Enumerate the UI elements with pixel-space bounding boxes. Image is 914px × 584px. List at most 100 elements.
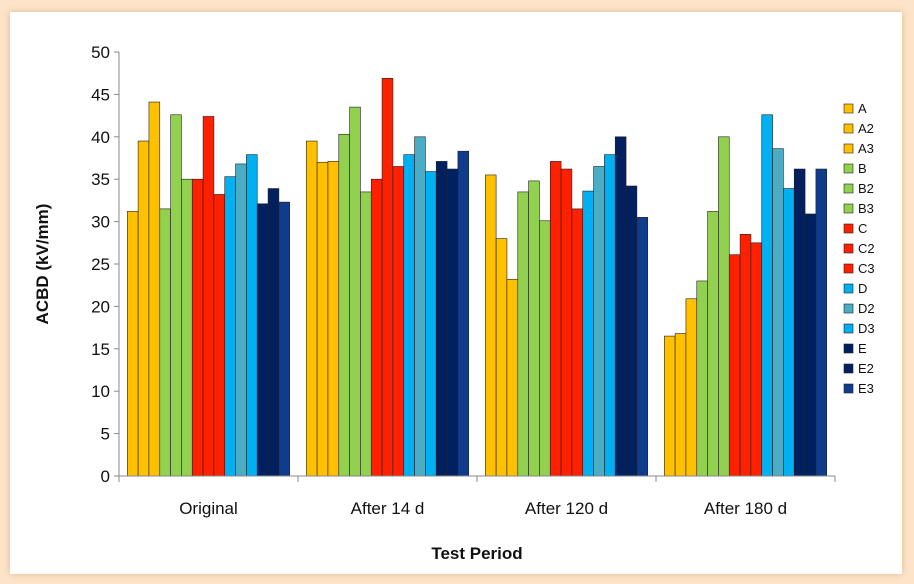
bar-B2-3 [528,180,540,477]
legend: A A2 A3 B B2 B3 C C2 C3 D D2 D3 E E2 E3 [843,101,875,396]
bar-E2-4 [804,213,817,477]
bar-C2-3 [560,168,573,477]
bar-B2-1 [170,114,182,477]
bar-B-3 [517,191,529,477]
bar-B3-4 [718,136,730,477]
bar-D-4 [761,114,773,477]
legend-swatch [843,183,854,194]
y-tick-label: 0 [101,467,110,486]
bar-D-1 [224,176,236,477]
bar-E3-2 [457,150,470,477]
y-tick-label: 25 [91,255,110,274]
legend-swatch [843,103,854,114]
legend-label: E [858,341,867,356]
legend-label: C [858,221,867,236]
y-axis-title: ACBD (kV/mm) [33,204,52,325]
bar-A2-2 [316,161,329,477]
bar-E2-1 [267,188,280,477]
bar-B-1 [159,208,171,477]
legend-swatch [843,143,854,154]
legend-label: D3 [858,321,875,336]
legend-label: B [858,161,867,176]
chart-canvas: 0 5 10 15 20 25 30 35 40 45 50 Original After 14 d A… [33,43,875,563]
bar-A3-4 [685,298,698,477]
chart-frame: 0 5 10 15 20 25 30 35 40 45 50 Original After 14 d A… [10,12,902,574]
x-tick-label: After 180 d [704,499,787,518]
bar-C3-3 [571,208,584,477]
bar-A-4 [663,335,676,477]
bar-D3-4 [783,188,795,477]
bar-E3-3 [636,217,649,477]
bar-D3-3 [604,154,616,477]
x-axis-title: Test Period [431,544,522,563]
y-tick-label: 20 [91,297,110,316]
bar-D-2 [403,154,415,477]
bar-C-1 [191,178,204,477]
y-tick-label: 15 [91,340,110,359]
bar-B3-3 [539,220,551,477]
legend-swatch [843,303,854,314]
legend-label: E3 [858,381,874,396]
legend-swatch [843,383,854,394]
bar-D2-1 [235,163,247,477]
legend-swatch [843,123,854,134]
bar-B2-2 [349,106,361,477]
legend-label: B2 [858,181,874,196]
bar-D3-2 [425,171,437,477]
legend-label: D [858,281,867,296]
legend-swatch [843,223,854,234]
bar-C3-2 [392,166,405,477]
bar-C2-1 [202,116,215,477]
legend-swatch [843,263,854,274]
bar-C3-1 [213,194,226,477]
y-tick-label: 40 [91,128,110,147]
bar-D-3 [582,190,594,477]
bar-C-2 [370,178,383,477]
bar-A2-3 [495,238,508,477]
bar-D2-2 [414,136,426,477]
y-tick-label: 50 [91,43,110,62]
bar-D2-3 [593,166,605,477]
bar-E2-3 [625,185,638,477]
bar-C2-2 [381,77,394,477]
bar-C-3 [549,161,562,477]
legend-swatch [843,343,854,354]
legend-label: A3 [858,141,874,156]
legend-swatch [843,163,854,174]
y-axis-ticks: 0 5 10 15 20 25 30 35 40 45 50 [91,43,119,486]
bar-A2-4 [674,333,687,477]
bar-A-3 [484,174,497,477]
bar-B-2 [338,133,350,477]
bar-E-4 [793,168,806,477]
bar-A3-1 [148,101,161,477]
bar-E3-1 [278,201,291,477]
legend-label: D2 [858,301,875,316]
legend-label: B3 [858,201,874,216]
x-axis-ticks: Original After 14 d After 120 d After 180 d [118,476,836,518]
bar-A2-1 [137,140,150,477]
legend-label: A [858,101,867,116]
bar-A3-3 [506,278,519,477]
bar-A-2 [305,140,318,477]
legend-label: C2 [858,241,875,256]
x-tick-label: Original [179,499,238,518]
bar-E-2 [435,161,448,477]
bar-C2-4 [739,234,752,477]
legend-label: E2 [858,361,874,376]
legend-swatch [843,283,854,294]
legend-swatch [843,363,854,374]
y-tick-label: 30 [91,213,110,232]
y-tick-label: 5 [101,425,110,444]
legend-label: A2 [858,121,874,136]
bar-E-3 [614,136,627,477]
x-tick-label: After 14 d [351,499,425,518]
legend-swatch [843,203,854,214]
bar-B3-2 [360,191,372,477]
legend-swatch [843,323,854,334]
bar-A-1 [126,211,139,477]
bar-C3-4 [750,242,763,477]
y-tick-label: 10 [91,382,110,401]
bar-B-4 [696,280,708,477]
legend-swatch [843,243,854,254]
y-tick-label: 35 [91,170,110,189]
